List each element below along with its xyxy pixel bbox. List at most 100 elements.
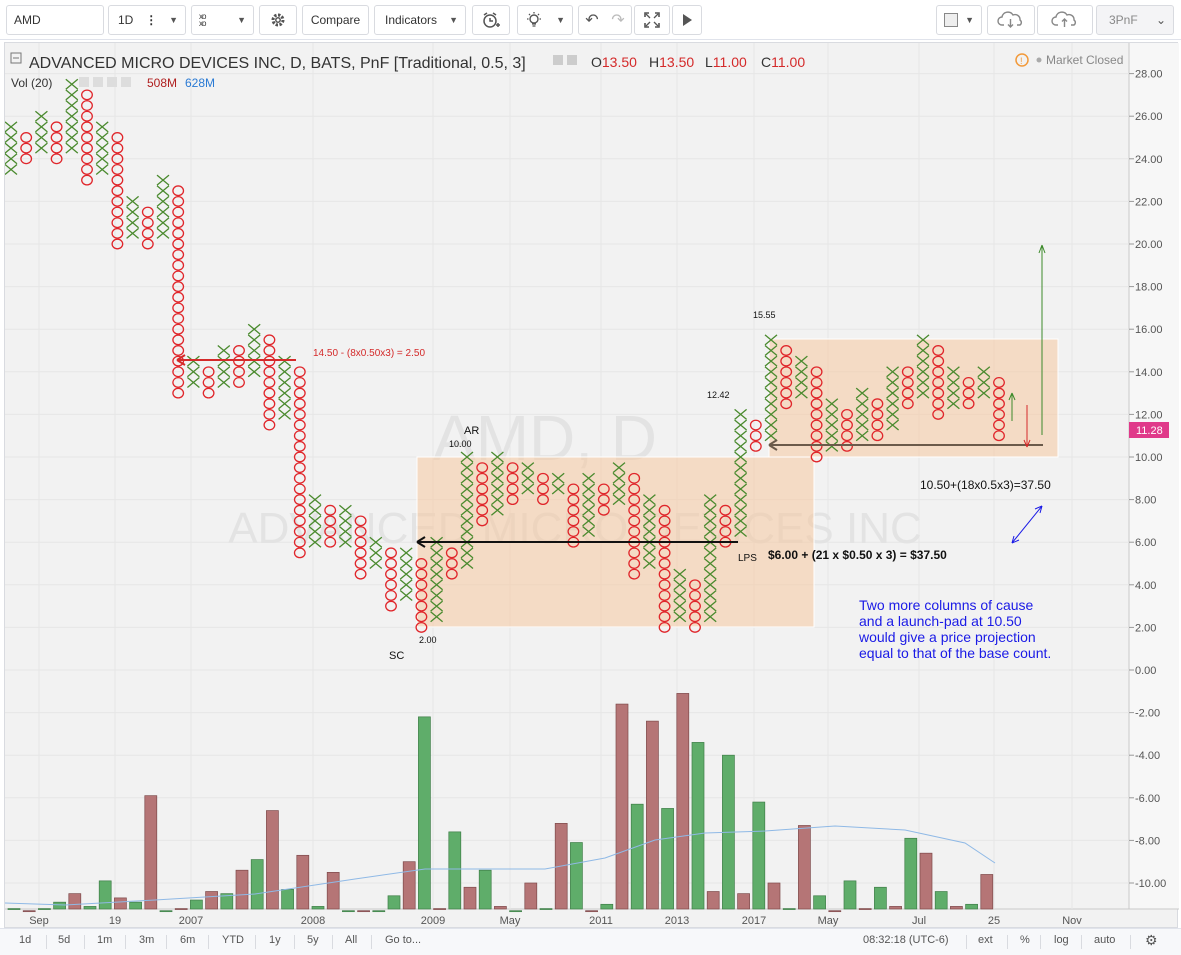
pnf-o-box [293, 366, 306, 378]
volume-bar [296, 854, 310, 910]
replay-button[interactable] [672, 5, 702, 35]
undo-icon[interactable]: ↶ [585, 12, 599, 29]
log-toggle[interactable]: log [1054, 934, 1069, 946]
ext-toggle[interactable]: ext [978, 934, 993, 946]
pnf-o-box [81, 163, 93, 175]
chart-pane[interactable]: AMD, D ADVANCED MICRO DEVICES INC 14.50 … [4, 42, 1179, 929]
divider [294, 935, 295, 949]
redo-icon[interactable]: ↷ [611, 12, 625, 29]
range-1y[interactable]: 1y [269, 934, 281, 946]
pnf-o-box [749, 430, 762, 442]
pnf-x-box [460, 472, 474, 484]
pnf-x-box [4, 163, 18, 175]
volume-more-icon[interactable] [121, 77, 131, 87]
pnf-x-box [825, 419, 839, 431]
pnf-x-box [764, 408, 778, 420]
range-1d[interactable]: 1d [19, 934, 32, 946]
range-all[interactable]: All [345, 934, 358, 946]
gear-icon[interactable]: ⚙ [1145, 932, 1158, 948]
pnf-x-box [460, 547, 474, 559]
percent-toggle[interactable]: % [1020, 934, 1030, 946]
ideas-dropdown[interactable]: ▼ [517, 5, 573, 35]
pnf-o-column [385, 547, 397, 612]
volume-bar [433, 908, 446, 910]
alert-button[interactable] [472, 5, 510, 35]
compare-button[interactable]: Compare [302, 5, 369, 35]
pnf-o-box [932, 398, 945, 410]
pnf-x-box [65, 110, 79, 122]
volume-eye-icon[interactable] [79, 77, 89, 87]
price-tick-label: 4.00 [1135, 580, 1156, 592]
pnf-x-box [490, 504, 504, 516]
range-5d[interactable]: 5d [58, 934, 71, 946]
volume-bar [220, 893, 234, 910]
volume-bar [874, 886, 887, 910]
load-layout-button[interactable] [987, 5, 1035, 35]
pnf-o-box [719, 504, 732, 516]
chart-style-dropdown[interactable]: 3PnF ⌄ [1096, 5, 1174, 35]
top-toolbar: AMD 1D ⋮ ▼ xo xo ▼ Compare Indicators ▼ ▼… [0, 0, 1181, 40]
symbol-search-input[interactable]: AMD [6, 5, 104, 35]
time-tick-label: 2017 [742, 915, 766, 927]
settings-button[interactable] [259, 5, 297, 35]
collapse-legend-icon[interactable] [10, 52, 22, 64]
legend-eye-icon[interactable] [553, 55, 563, 65]
pnf-o-box [172, 270, 185, 282]
pnf-o-box [810, 377, 823, 388]
pnf-o-box [719, 515, 732, 527]
pnf-x-box [217, 355, 231, 367]
pnf-x-box [551, 483, 565, 495]
pnf-o-box [81, 89, 93, 101]
volume-bar [539, 908, 553, 910]
range-6m[interactable]: 6m [180, 934, 196, 946]
pnf-o-box [172, 206, 185, 218]
auto-toggle[interactable]: auto [1094, 934, 1116, 946]
pnf-o-box [111, 195, 124, 207]
volume-value-2: 628M [185, 76, 215, 90]
volume-settings-icon[interactable] [93, 77, 103, 87]
volume-bar [950, 906, 963, 910]
pnf-o-box [445, 568, 458, 580]
pnf-x-box [886, 387, 900, 399]
clock-display[interactable]: 08:32:18 (UTC-6) [863, 934, 949, 946]
note-line-2: and a launch-pad at 10.50 [859, 613, 1022, 629]
pnf-o-box [233, 345, 245, 356]
range-1m[interactable]: 1m [97, 934, 113, 946]
pnf-x-box [734, 483, 748, 495]
pnf-x-box [34, 110, 48, 122]
pnf-chart[interactable]: AMD, D ADVANCED MICRO DEVICES INC 14.50 … [4, 43, 1179, 929]
pnf-o-box [293, 504, 306, 516]
volume-bar [463, 886, 477, 910]
time-axis[interactable]: Sep 19 2007 2008 2009 May 2011 2013 2017 May Jul 25… [29, 915, 1082, 927]
goto-button[interactable]: Go to... [385, 934, 422, 946]
divider [371, 935, 372, 949]
price-axis[interactable]: 28.00 26.00 24.00 22.00 20.00 18.00 16.00 14.00… [1129, 69, 1166, 890]
note-line-3: would give a price projection [858, 629, 1036, 645]
volume-add-icon[interactable] [107, 77, 117, 87]
pnf-x-box [794, 387, 808, 399]
lightbulb-icon [527, 12, 541, 27]
pnf-x-box [338, 515, 352, 527]
interval-dropdown[interactable]: 1D ⋮ ▼ [108, 5, 186, 35]
pnf-o-box [476, 515, 489, 527]
pnf-o-box [293, 515, 306, 527]
pnf-x-box [126, 206, 140, 218]
pnf-x-box [977, 387, 991, 399]
range-ytd[interactable]: YTD [222, 934, 244, 946]
pnf-x-box [855, 387, 869, 399]
pnf-o-box [810, 451, 823, 463]
pnf-x-column [460, 451, 474, 569]
divider [332, 935, 333, 949]
indicators-button[interactable]: Indicators ▼ [374, 5, 466, 35]
fullscreen-button[interactable] [634, 5, 670, 35]
legend-settings-icon[interactable] [567, 55, 577, 65]
pnf-o-box [567, 526, 580, 538]
range-5y[interactable]: 5y [307, 934, 319, 946]
pnf-o-box [719, 526, 732, 538]
layout-dropdown[interactable]: ▼ [936, 5, 982, 35]
chart-type-dropdown[interactable]: xo xo ▼ [191, 5, 254, 35]
pnf-x-box [582, 515, 596, 527]
pnf-o-box [658, 547, 671, 559]
save-layout-button[interactable] [1037, 5, 1093, 35]
range-3m[interactable]: 3m [139, 934, 155, 946]
